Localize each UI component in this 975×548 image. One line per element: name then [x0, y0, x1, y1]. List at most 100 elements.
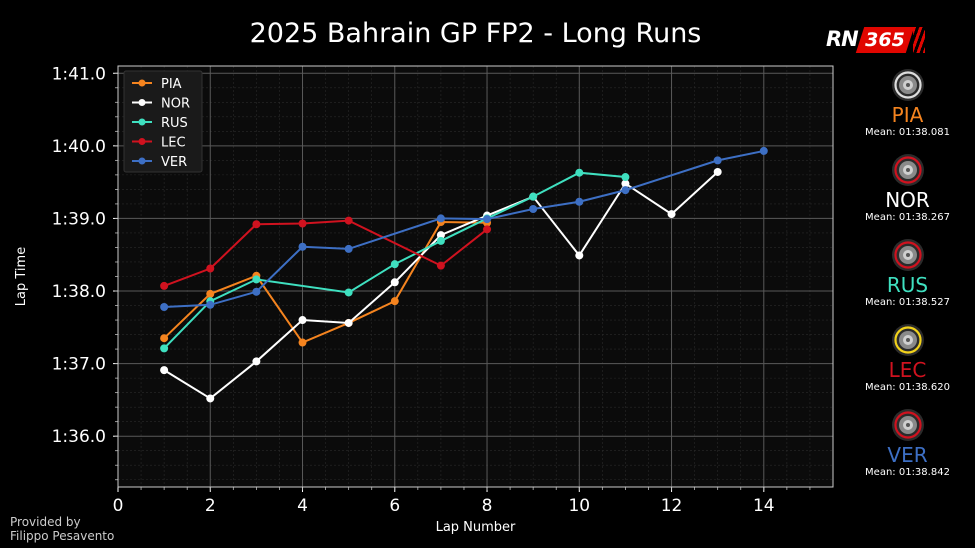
x-tick-label: 10: [568, 496, 590, 516]
data-point-nor: [298, 316, 307, 325]
rn365-logo: RN 365: [822, 26, 925, 54]
data-point-nor: [390, 278, 399, 287]
data-point-ver: [621, 186, 630, 195]
yellow-medium-tyre-icon: [891, 323, 925, 357]
legend-marker-lec: [138, 138, 146, 145]
data-point-lec: [298, 219, 307, 228]
data-point-rus: [436, 236, 445, 245]
y-tick-label: 1:41.0: [52, 64, 106, 84]
series-line-pia: [163, 221, 488, 344]
data-point-nor: [206, 394, 215, 403]
red-soft-tyre-icon: [891, 408, 925, 442]
driver-code-pia: PIA: [891, 103, 924, 127]
credit-text: Provided by Filippo Pesavento: [10, 515, 114, 543]
chart-title: 2025 Bahrain GP FP2 - Long Runs: [249, 18, 702, 49]
data-point-rus: [344, 288, 353, 297]
data-point-rus: [529, 192, 538, 201]
driver-mean-nor: Mean: 01:38.267: [865, 212, 950, 223]
x-tick-label: 12: [661, 496, 683, 516]
data-point-lec: [252, 220, 261, 229]
data-point-ver: [759, 146, 768, 155]
data-point-nor: [344, 318, 353, 327]
data-point-lec: [344, 216, 353, 225]
data-point-ver: [160, 302, 169, 311]
legend-marker-rus: [138, 118, 146, 126]
data-point-ver: [436, 214, 445, 223]
data-point-rus: [621, 173, 630, 182]
series-line-ver: [164, 149, 765, 308]
plot-frame: [117, 65, 834, 488]
data-point-rus: [160, 344, 169, 353]
data-point-ver: [713, 156, 722, 165]
legend-marker-ver: [138, 157, 146, 165]
credit-line-2: Filippo Pesavento: [10, 529, 115, 543]
red-soft-tyre-icon: [891, 153, 925, 187]
y-tick-label: 1:40.0: [52, 137, 106, 157]
driver-card-nor: NOR Mean: 01:38.267: [840, 153, 975, 223]
y-tick-label: 1:39.0: [52, 209, 106, 229]
data-point-ver: [344, 244, 353, 253]
data-point-nor: [160, 366, 169, 375]
driver-card-rus: RUS Mean: 01:38.527: [840, 238, 975, 308]
x-tick-label: 0: [113, 496, 124, 516]
x-tick-label: 6: [389, 496, 400, 516]
data-point-lec: [160, 281, 169, 290]
x-tick-label: 8: [482, 496, 493, 516]
legend-marker-nor: [138, 99, 146, 106]
y-tick-label: 1:38.0: [52, 282, 106, 302]
legend-label-lec: LEC: [161, 136, 186, 151]
driver-code-rus: RUS: [886, 273, 929, 297]
data-point-lec: [436, 261, 445, 270]
x-tick-label: 14: [753, 496, 775, 516]
driver-mean-lec: Mean: 01:38.620: [865, 382, 950, 393]
driver-card-lec: LEC Mean: 01:38.620: [840, 323, 975, 393]
y-axis-label: Lap Time: [14, 247, 29, 306]
logo-text-365: 365: [865, 29, 905, 51]
data-point-pia: [298, 338, 307, 347]
data-point-ver: [483, 215, 492, 224]
red-soft-tyre-icon: [891, 238, 925, 272]
legend-label-nor: NOR: [161, 97, 190, 112]
driver-code-nor: NOR: [885, 188, 930, 212]
data-point-rus: [390, 260, 399, 269]
legend-marker-pia: [138, 79, 146, 87]
legend-box: [123, 70, 203, 173]
data-point-pia: [390, 297, 399, 306]
series-line-rus: [163, 171, 626, 350]
data-point-ver: [529, 204, 538, 213]
driver-code-lec: LEC: [888, 358, 927, 382]
x-tick-label: 2: [205, 496, 216, 516]
driver-mean-rus: Mean: 01:38.527: [865, 297, 950, 308]
data-point-lec: [206, 264, 215, 273]
data-point-rus: [252, 275, 261, 284]
x-tick-label: 4: [297, 496, 308, 516]
x-axis-label: Lap Number: [436, 520, 516, 535]
y-tick-label: 1:37.0: [52, 355, 106, 375]
data-point-nor: [436, 231, 445, 240]
driver-mean-pia: Mean: 01:38.081: [865, 127, 950, 138]
y-tick-label: 1:36.0: [52, 427, 106, 447]
legend-label-ver: VER: [161, 155, 187, 170]
data-point-ver: [252, 287, 261, 296]
logo-text-rn: RN: [826, 27, 859, 51]
data-point-nor: [621, 179, 630, 188]
data-point-ver: [206, 300, 215, 309]
data-point-nor: [252, 357, 261, 366]
logo-stripes: [913, 27, 925, 53]
data-point-lec: [483, 225, 492, 234]
data-point-ver: [298, 242, 307, 251]
data-point-ver: [575, 197, 584, 206]
legend-label-pia: PIA: [161, 77, 182, 92]
credit-line-1: Provided by: [10, 515, 81, 529]
driver-card-pia: PIA Mean: 01:38.081: [840, 68, 975, 138]
driver-card-ver: VER Mean: 01:38.842: [840, 408, 975, 478]
legend-label-rus: RUS: [161, 116, 188, 131]
data-point-pia: [206, 289, 215, 298]
white-hard-tyre-icon: [891, 68, 925, 102]
data-point-nor: [667, 210, 676, 219]
driver-mean-ver: Mean: 01:38.842: [865, 467, 950, 478]
data-point-rus: [575, 168, 584, 177]
data-point-pia: [160, 334, 169, 343]
data-point-nor: [713, 167, 722, 176]
